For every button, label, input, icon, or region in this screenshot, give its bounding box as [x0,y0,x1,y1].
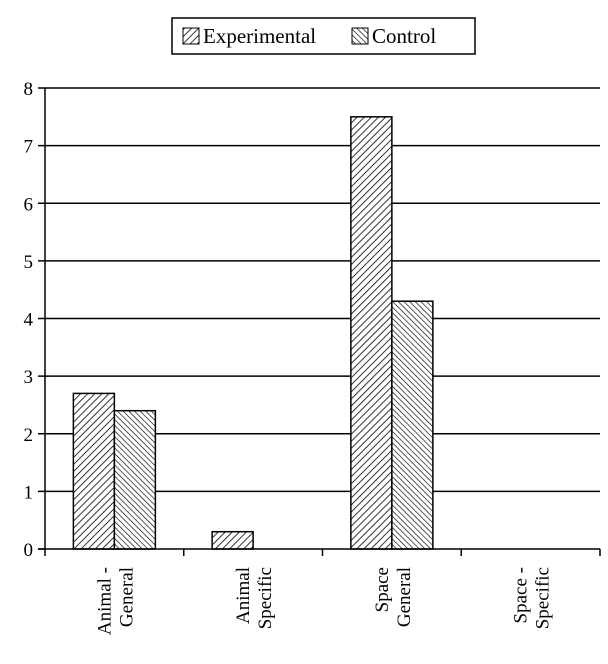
category-label-line: General [116,567,137,627]
y-tick-label: 7 [24,137,34,158]
category-label-line: Animal [233,567,254,624]
legend: Experimental Control [171,17,476,55]
y-tick-label: 8 [24,79,34,100]
y-tick-label: 1 [24,482,34,503]
category-labels: Animal - General Animal Specific Space Genera… [94,567,553,635]
bar-control [391,300,434,550]
bar-experimental [350,116,393,550]
legend-swatch-experimental [182,27,200,45]
legend-label-experimental: Experimental [203,24,316,48]
y-tick-label: 2 [24,425,34,446]
y-tick-label: 0 [24,540,34,561]
category-label: Animal Specific [233,567,276,629]
bar-control [113,409,157,550]
legend-label-control: Control [372,24,436,48]
y-tick-labels: 0 1 2 3 4 5 6 7 8 [24,79,34,561]
legend-swatch-control [351,27,369,45]
y-tick-label: 6 [24,194,34,215]
bar-experimental [72,392,116,550]
y-tick-label: 3 [24,367,34,388]
y-tick-label: 5 [24,252,34,273]
bars [72,116,434,550]
category-label: Space - Specific [511,567,554,629]
category-label-line: Animal - [94,567,115,635]
category-label-line: Specific [255,567,276,629]
legend-box [171,17,476,55]
bar-experimental [211,530,254,550]
category-label-line: Space [372,567,393,612]
category-label-line: Specific [533,567,554,629]
y-tick-label: 4 [24,310,34,331]
category-label-line: General [394,567,415,627]
axes [38,87,601,556]
category-label: Space General [372,567,415,627]
category-label-line: Space - [511,567,532,623]
category-label: Animal - General [94,567,137,635]
